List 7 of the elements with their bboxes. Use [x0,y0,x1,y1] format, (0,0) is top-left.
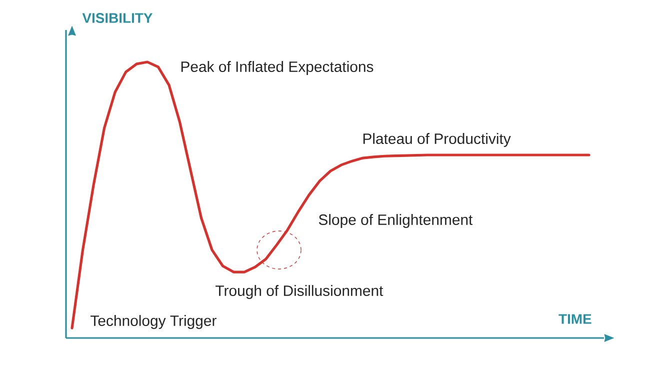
annotation: Trough of Disillusionment [216,285,384,299]
annotation: Technology Trigger [90,315,216,329]
annotation: Peak of Inflated Expectations [181,61,374,75]
y-axis-title: VISIBILITY [82,13,153,23]
x-axis-title: TIME [558,314,592,324]
annotation: Plateau of Productivity [363,133,511,147]
annotation: Slope of Enlightenment [318,214,473,228]
